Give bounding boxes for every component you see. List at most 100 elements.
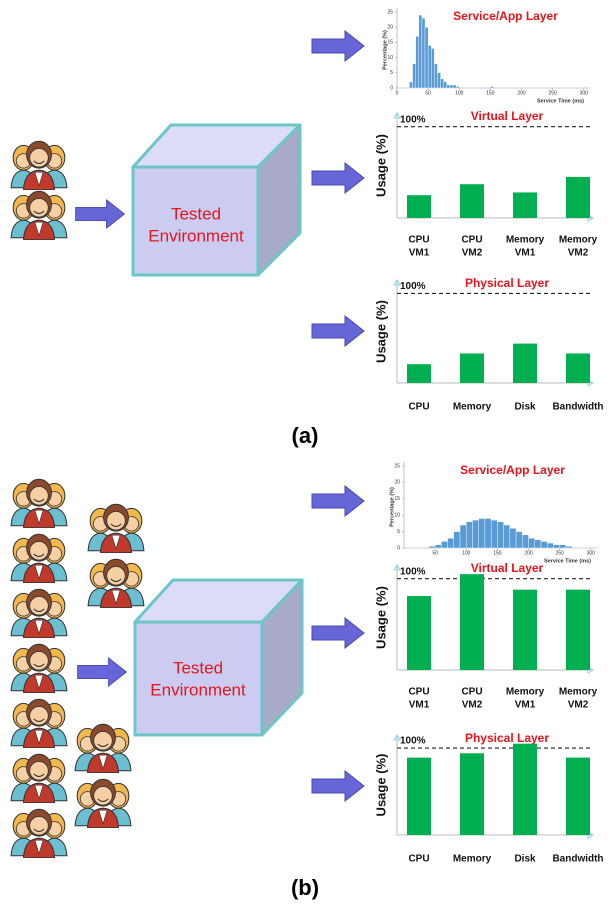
x-tick-label: VM1 [515,700,536,711]
histogram-bar [416,36,419,88]
x-tick-label: 0 [396,90,399,96]
people-a [11,141,67,240]
y-axis-label: Usage (%) [373,586,388,649]
histogram-bar [441,79,444,88]
histogram-bar [454,532,460,548]
histogram-bar [434,64,437,88]
histogram-bar [413,64,416,88]
x-tick-label: Memory [453,854,492,865]
bar [566,353,590,383]
environment-label: Tested [173,658,223,677]
cube-a [133,125,300,275]
environment-label: Environment [150,680,246,699]
chart-title: Service/App Layer [453,9,558,23]
histogram-bar [497,522,503,548]
x-tick-label: Memory [559,235,598,246]
x-tick-label: 200 [517,90,526,96]
x-tick-label: Memory [506,687,545,698]
chart-title: Virtual Layer [471,109,544,123]
x-tick-label: CPU [408,402,429,413]
bar [566,590,590,670]
x-tick-label: Disk [514,854,536,865]
x-tick-label: Memory [559,687,598,698]
x-tick-label: VM1 [515,248,536,259]
histogram-bar [419,15,422,88]
chart-title: Virtual Layer [471,561,544,575]
reference-label: 100% [400,566,426,577]
histogram-bar [560,545,566,548]
x-tick-label: VM1 [409,700,430,711]
x-tick-label: CPU [461,235,482,246]
y-axis-label: Usage (%) [373,300,388,363]
bar [513,744,537,835]
reference-label: 100% [400,281,426,292]
histogram-bar [448,538,454,548]
histogram-bar [444,82,447,88]
bar [513,192,537,218]
histogram-bar [450,85,453,88]
x-tick-label: CPU [408,854,429,865]
histogram-bar [453,85,456,88]
y-axis-label: Percentage (%) [382,30,388,70]
histogram-bar [422,18,425,88]
x-tick-label: CPU [461,687,482,698]
bar [407,596,431,670]
figure: (a)TestedEnvironment05010015020025030005… [0,0,609,907]
x-tick-label: 100 [462,550,471,556]
x-tick-label: 50 [425,90,431,96]
histogram-bar [435,545,441,548]
x-tick-label: 150 [493,550,502,556]
x-axis-label: Service Time (ms) [537,98,584,104]
histogram-bar [491,520,497,548]
x-tick-label: 150 [486,90,495,96]
bar [407,758,431,835]
x-tick-label: 300 [580,90,589,96]
histogram-bar [516,532,522,548]
bar [566,758,590,835]
y-tick-label: 25 [394,463,400,469]
x-tick-label: 250 [548,90,557,96]
y-tick-label: 25 [387,9,393,15]
histogram-bar [456,86,459,88]
histogram-bar [547,543,553,548]
histogram-bar [431,48,434,88]
bar [566,177,590,218]
histogram-bar [529,538,535,548]
x-tick-label: CPU [408,687,429,698]
chart-title: Physical Layer [465,276,549,290]
x-tick-label: Bandwidth [552,854,603,865]
chart-title: Service/App Layer [460,463,565,477]
x-tick-label: Memory [453,402,492,413]
x-tick-label: Disk [514,402,536,413]
x-tick-label: VM1 [409,248,430,259]
x-tick-label: VM2 [462,700,483,711]
histogram-bar [447,85,450,88]
y-tick-label: 5 [390,70,393,76]
histogram-bar [428,45,431,88]
x-tick-label: 250 [555,550,564,556]
x-tick-label: 50 [432,550,438,556]
y-tick-label: 5 [397,529,400,535]
histogram-bar [441,541,447,548]
histogram-bar [460,525,466,548]
bar [460,574,484,670]
histogram-bar [479,518,485,548]
histogram-bar [437,73,440,88]
bar [407,195,431,218]
reference-label: 100% [400,114,426,125]
x-tick-label: 300 [587,550,596,556]
chart-title: Physical Layer [465,731,549,745]
x-tick-label: CPU [408,235,429,246]
histogram-bar [429,546,435,548]
x-tick-label: VM2 [462,248,483,259]
bar [460,753,484,835]
panel-label: (a) [292,423,319,448]
reference-label: 100% [400,736,426,747]
histogram-bar [425,27,428,88]
environment-label: Environment [148,226,244,245]
x-tick-label: Bandwidth [552,402,603,413]
histogram-bar [472,520,478,548]
histogram-bar [485,518,491,548]
histogram-bar [504,525,510,548]
x-axis-label: Service Time (ms) [544,558,591,564]
